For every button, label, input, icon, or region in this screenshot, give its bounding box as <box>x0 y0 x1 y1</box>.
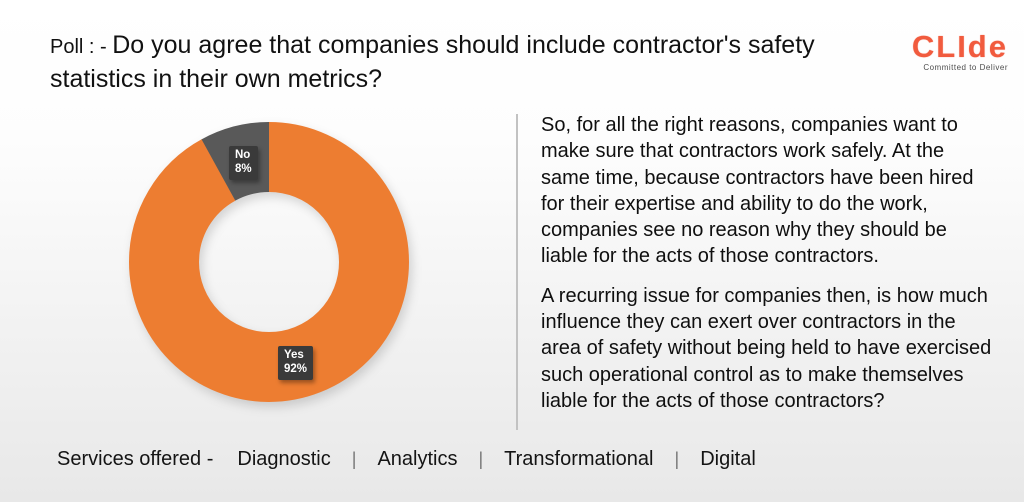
services-footer: Services offered - Diagnostic | Analytic… <box>57 448 756 471</box>
donut-slice-no <box>129 122 409 402</box>
vertical-divider <box>516 114 518 430</box>
chart-label-no-name: No <box>235 149 251 161</box>
clide-logo: CLIde Committed to Deliver <box>868 29 1008 72</box>
footer-item-diagnostic: Diagnostic <box>237 448 331 470</box>
footer-prefix: Services offered - <box>57 448 214 470</box>
footer-item-transformational: Transformational <box>504 448 654 470</box>
donut-chart-svg <box>129 122 409 402</box>
page-title: Poll : - Do you agree that companies sho… <box>50 30 862 98</box>
chart-label-yes-value: 92% <box>284 362 308 375</box>
paragraph-2: A recurring issue for companies then, is… <box>541 284 992 412</box>
title-prefix: Poll : - <box>50 36 113 58</box>
chart-label-no-value: 8% <box>235 162 252 175</box>
footer-item-digital: Digital <box>700 448 756 470</box>
title-text: Do you agree that companies should inclu… <box>50 31 815 93</box>
chart-label-yes-name: Yes <box>284 349 304 361</box>
donut-chart <box>129 122 409 402</box>
footer-separator: | <box>478 449 484 469</box>
paragraph-1: So, for all the right reasons, companies… <box>541 114 974 268</box>
logo-wordmark: CLIde <box>911 29 1008 64</box>
body-text: So, for all the right reasons, companies… <box>541 112 993 427</box>
logo-tagline: Committed to Deliver <box>923 63 1008 72</box>
chart-label-no: No 8% <box>229 146 258 180</box>
chart-label-yes: Yes 92% <box>278 346 314 380</box>
footer-item-analytics: Analytics <box>377 448 458 470</box>
footer-separator: | <box>351 449 357 469</box>
footer-separator: | <box>674 449 680 469</box>
